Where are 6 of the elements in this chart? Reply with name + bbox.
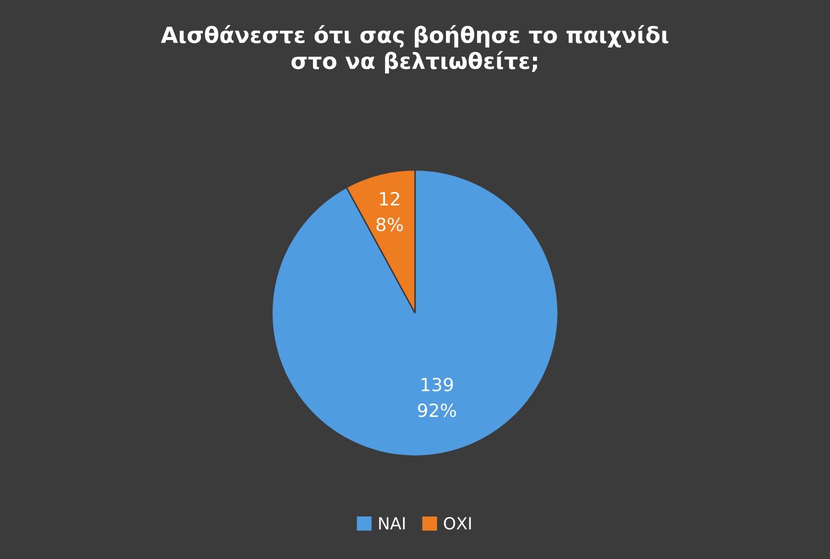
legend-label: ΟΧΙ (444, 516, 471, 530)
chart-title: Αισθάνεστε ότι σας βοήθησε το παιχνίδι στο να βελτιωθείτε; (160, 25, 668, 74)
legend-label: ΝΑΙ (379, 517, 405, 530)
data-label: 139 92% (418, 378, 456, 418)
pie-slice (271, 169, 559, 457)
data-label: 12 8% (376, 192, 403, 232)
